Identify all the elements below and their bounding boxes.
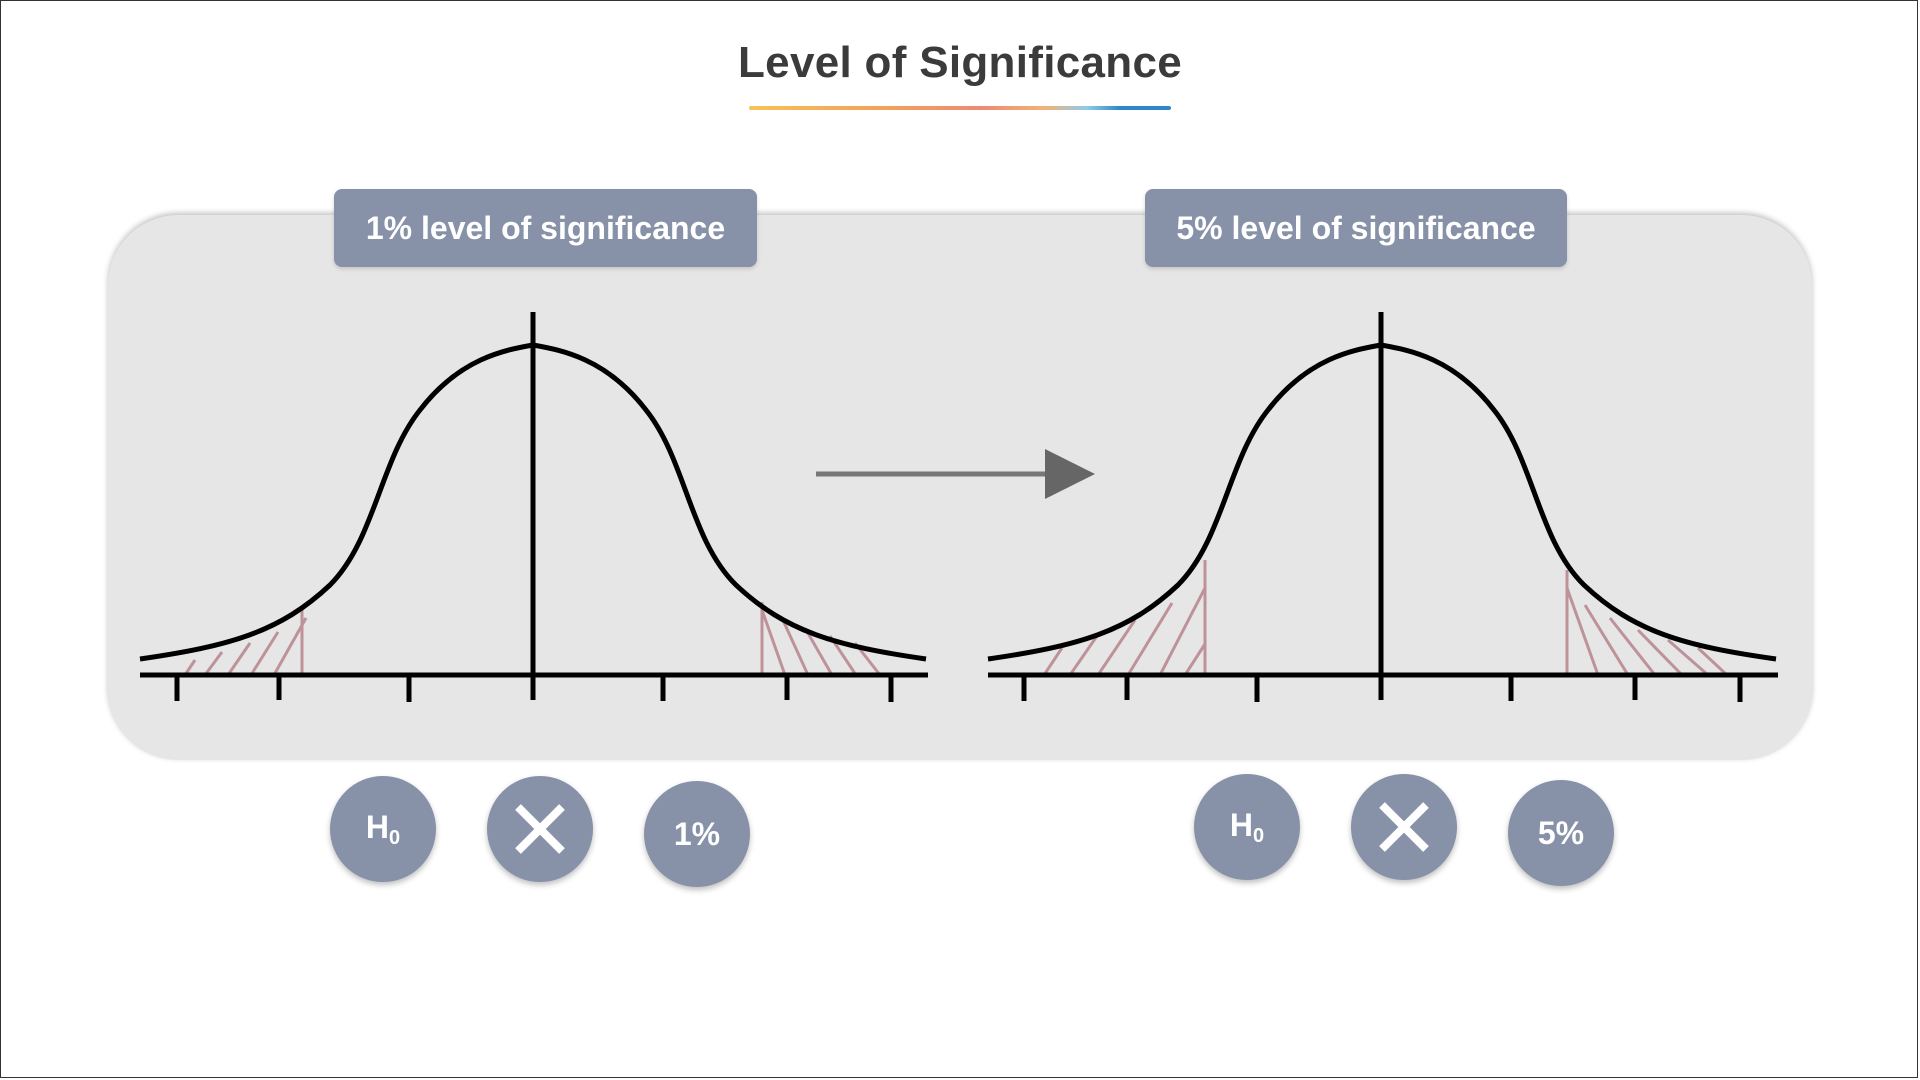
left-label: 1% level of significance — [334, 189, 757, 267]
right-label: 5% level of significance — [1145, 189, 1567, 267]
x-icon — [515, 804, 565, 854]
right-percent-badge: 5% — [1508, 780, 1614, 886]
left-upper-tail-hatch — [760, 602, 882, 676]
left-lower-tail-hatch — [183, 608, 308, 676]
left-hypothesis-text: H0 — [365, 808, 401, 849]
left-ticks — [174, 675, 894, 702]
left-percent-badge: 1% — [644, 781, 750, 887]
left-normal-distribution — [139, 312, 928, 702]
x-icon — [1379, 802, 1429, 852]
diagram-panel — [108, 215, 1812, 760]
right-upper-tail-hatch — [1565, 570, 1729, 677]
left-percent-text: 1% — [673, 815, 721, 852]
right-reject-badge — [1351, 774, 1457, 880]
page-title: Level of Significance — [738, 38, 1182, 87]
left-reject-badge — [487, 776, 593, 882]
right-hypothesis-text: H0 — [1229, 806, 1265, 847]
left-hypothesis-badge: H0 — [330, 776, 436, 882]
right-percent-text: 5% — [1537, 814, 1585, 851]
right-normal-distribution — [987, 312, 1778, 702]
right-lower-tail-hatch — [1042, 560, 1207, 676]
right-ticks — [1021, 675, 1743, 702]
right-hypothesis-badge: H0 — [1194, 774, 1300, 880]
title-underline — [749, 106, 1171, 110]
